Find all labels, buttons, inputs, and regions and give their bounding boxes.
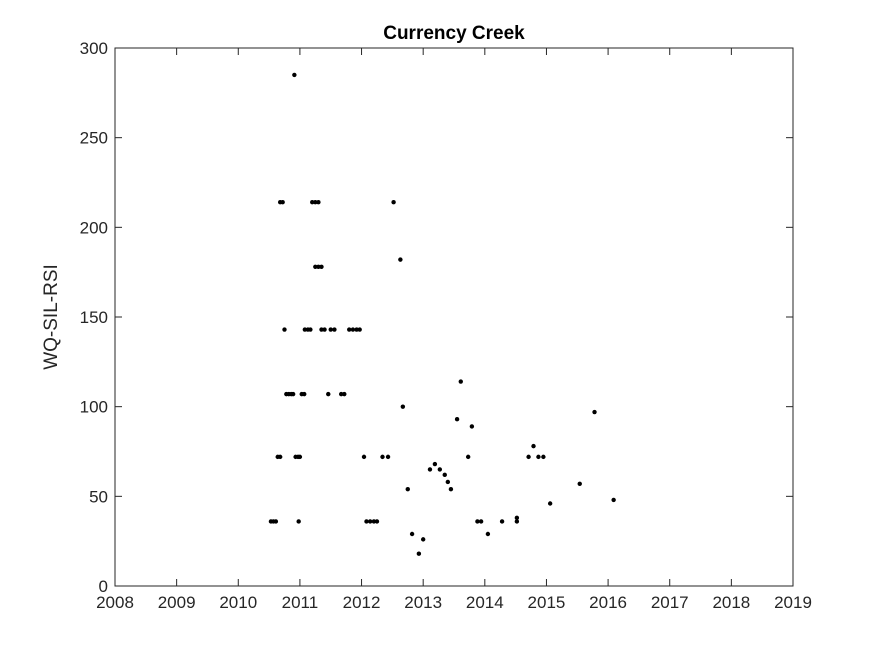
data-point — [466, 455, 470, 459]
data-point — [308, 327, 312, 331]
data-point — [578, 482, 582, 486]
data-point — [428, 467, 432, 471]
data-point — [322, 327, 326, 331]
chart-title: Currency Creek — [383, 23, 525, 44]
y-tick-label: 100 — [80, 398, 108, 417]
data-point — [278, 455, 282, 459]
data-point — [406, 487, 410, 491]
data-point — [296, 519, 300, 523]
data-point — [446, 480, 450, 484]
data-point — [611, 498, 615, 502]
data-point — [548, 501, 552, 505]
data-point — [316, 200, 320, 204]
data-point — [319, 265, 323, 269]
data-point — [298, 455, 302, 459]
data-point — [375, 519, 379, 523]
data-point — [500, 519, 504, 523]
y-tick-label: 50 — [89, 487, 108, 506]
data-point — [449, 487, 453, 491]
data-point — [292, 73, 296, 77]
data-point — [592, 410, 596, 414]
data-point — [410, 532, 414, 536]
data-point — [417, 552, 421, 556]
y-tick-label: 0 — [99, 577, 108, 596]
x-tick-label: 2013 — [404, 593, 442, 612]
data-point — [455, 417, 459, 421]
plot-area — [115, 48, 793, 586]
y-tick-label: 150 — [80, 308, 108, 327]
x-tick-label: 2016 — [589, 593, 627, 612]
data-point — [401, 404, 405, 408]
data-point — [274, 519, 278, 523]
data-point — [526, 455, 530, 459]
data-point — [282, 327, 286, 331]
data-point — [486, 532, 490, 536]
data-point — [391, 200, 395, 204]
x-tick-label: 2017 — [651, 593, 689, 612]
data-point — [531, 444, 535, 448]
data-point — [438, 467, 442, 471]
data-point — [536, 455, 540, 459]
x-tick-label: 2018 — [712, 593, 750, 612]
data-point — [380, 455, 384, 459]
y-tick-label: 200 — [80, 218, 108, 237]
y-axis-label: WQ-SIL-RSI — [41, 264, 62, 370]
data-point — [398, 257, 402, 261]
data-point — [302, 392, 306, 396]
data-point — [291, 392, 295, 396]
y-tick-label: 300 — [80, 39, 108, 58]
data-point — [386, 455, 390, 459]
x-tick-label: 2009 — [158, 593, 196, 612]
data-point — [357, 327, 361, 331]
x-tick-label: 2011 — [282, 593, 319, 612]
y-tick-label: 250 — [80, 129, 108, 148]
data-point — [332, 327, 336, 331]
x-tick-label: 2014 — [466, 593, 504, 612]
data-point — [433, 462, 437, 466]
data-point — [342, 392, 346, 396]
data-point — [362, 455, 366, 459]
data-point — [326, 392, 330, 396]
data-point — [470, 424, 474, 428]
x-tick-label: 2012 — [343, 593, 381, 612]
data-point — [459, 379, 463, 383]
data-point — [515, 516, 519, 520]
x-tick-label: 2015 — [528, 593, 566, 612]
x-tick-label: 2010 — [219, 593, 257, 612]
data-point — [479, 519, 483, 523]
data-point — [421, 537, 425, 541]
data-point — [541, 455, 545, 459]
x-tick-label: 2019 — [774, 593, 812, 612]
data-point — [443, 473, 447, 477]
data-point — [280, 200, 284, 204]
